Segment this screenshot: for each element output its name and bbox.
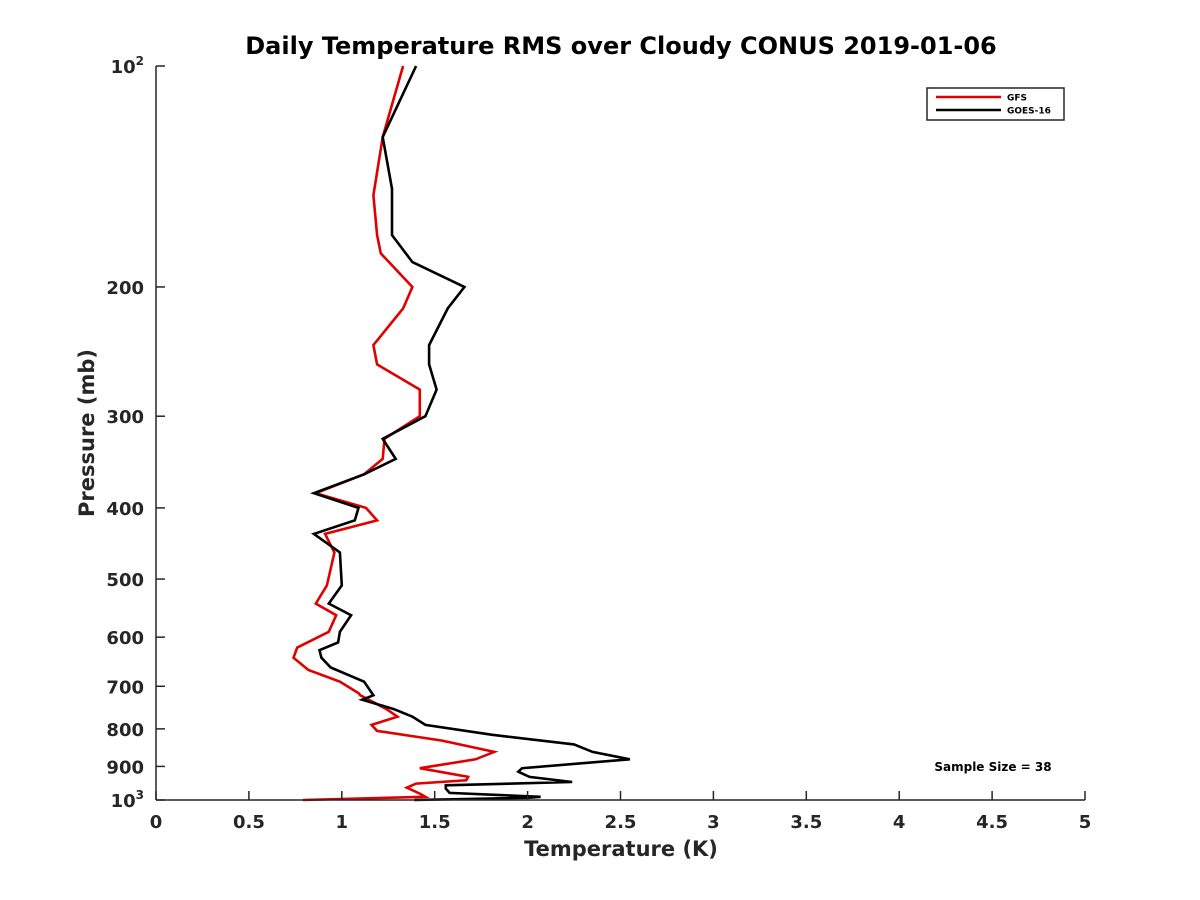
x-tick-label: 4 [893,812,906,833]
y-tick-label: 500 [106,570,144,591]
x-tick-label: 3 [707,812,720,833]
legend: GFS GOES-16 [926,87,1065,121]
y-tick-label: 800 [106,720,144,741]
x-tick-label: 2.5 [605,812,637,833]
legend-entry: GOES-16 [1007,107,1051,117]
x-tick-label: 5 [1079,812,1092,833]
x-tick-label: 1 [336,812,349,833]
y-tick-label: 200 [106,278,144,299]
x-tick-label: 0 [150,812,163,833]
y-tick-label: 700 [106,677,144,698]
x-tick-label: 0.5 [233,812,265,833]
x-tick-label: 1.5 [419,812,451,833]
y-tick-label: 600 [106,628,144,649]
x-tick-label: 4.5 [976,812,1008,833]
y-tick-label: 300 [106,407,144,428]
chart-title: Daily Temperature RMS over Cloudy CONUS … [245,32,997,60]
series-line-gfs [291,65,499,802]
x-axis-label: Temperature (K) [524,837,718,861]
legend-box [926,87,1065,121]
axes-layer: 0 0.5 1 1.5 2 2.5 3 3.5 4 4.5 5 102 200 300 400 500 600 7… [106,54,1091,833]
y-axis-label: Pressure (mb) [75,349,99,517]
series-line-goes-16 [309,65,631,802]
y-tick-label: 102 [111,54,144,78]
y-tick-label: 400 [106,499,144,520]
sample-size-annotation: Sample Size = 38 [934,760,1051,774]
y-tick-label: 900 [106,757,144,778]
series-layer [291,65,631,802]
legend-entry: GFS [1007,94,1027,104]
x-tick-label: 2 [521,812,534,833]
y-tick-label: 103 [111,788,144,812]
x-tick-label: 3.5 [790,812,822,833]
